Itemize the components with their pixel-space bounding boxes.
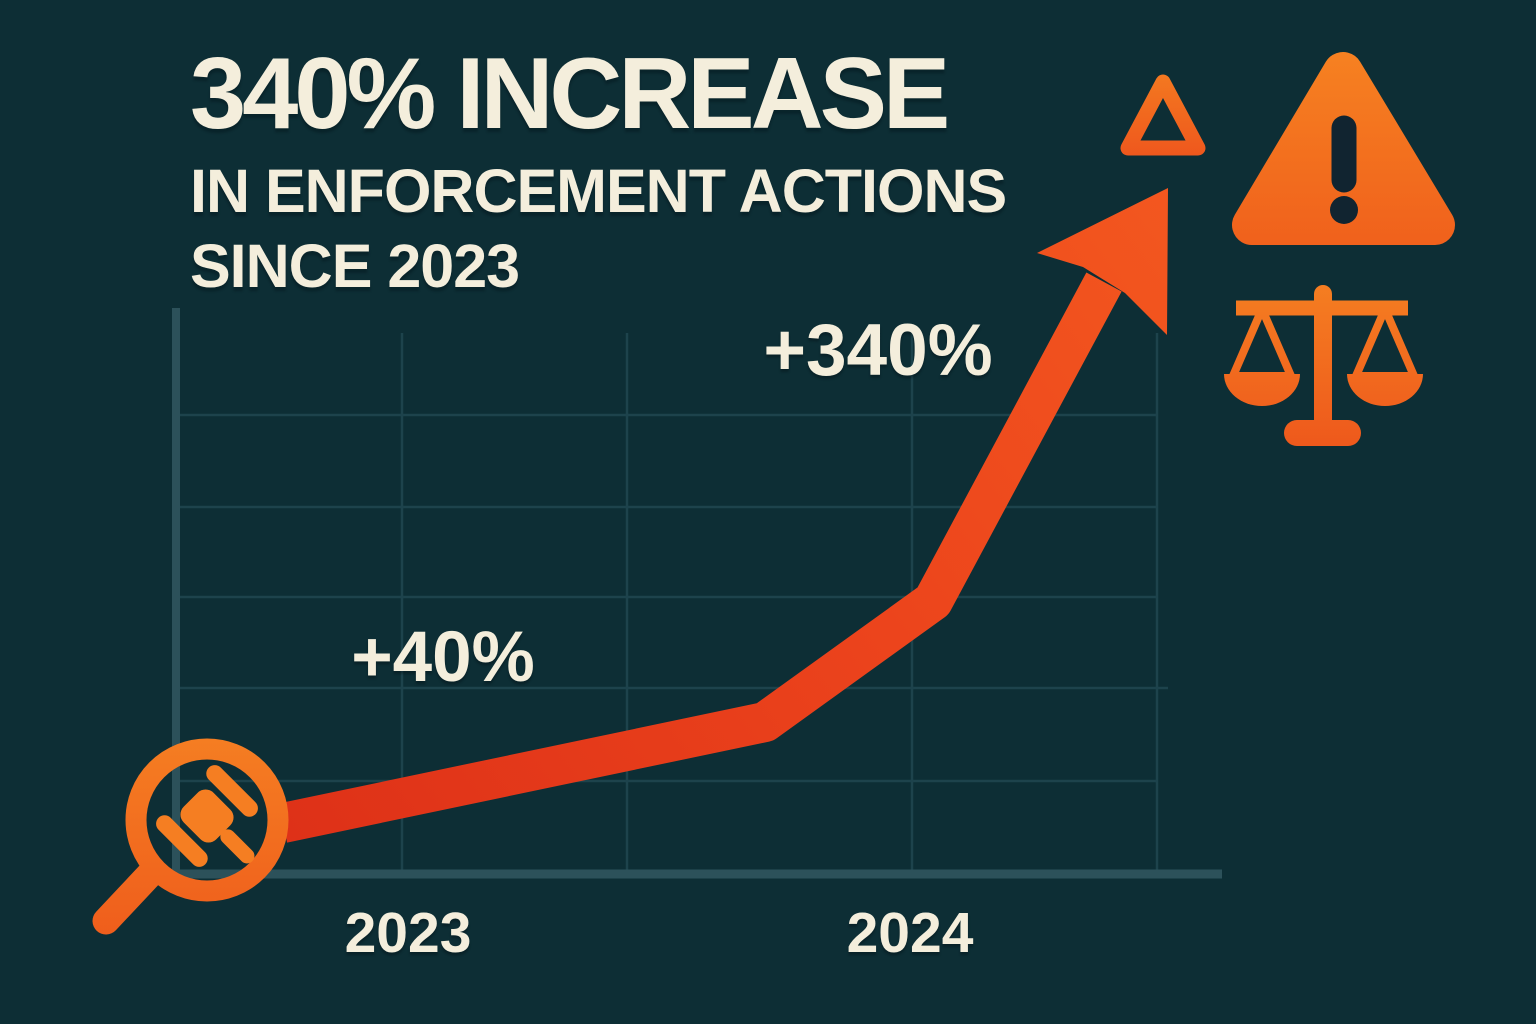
x-tick-2023: 2023 (344, 901, 472, 965)
headline-stat: 340% INCREASE (190, 38, 950, 150)
scales-left-pan-bowl (1224, 374, 1300, 406)
x-tick-2024: 2024 (846, 901, 974, 965)
chart-grid (178, 333, 1168, 874)
headline-line2: IN ENFORCEMENT ACTIONS (190, 157, 1007, 225)
magnifier-ring (125, 738, 289, 902)
magnifier-gavel-icon (92, 738, 289, 935)
magnifier-handle (92, 858, 166, 935)
headline-line3: SINCE 2023 (190, 232, 520, 300)
scales-right-pan-bowl (1347, 374, 1423, 406)
annotation-plus-40: +40% (351, 618, 535, 697)
trend-arrow-icon (278, 188, 1168, 843)
exclamation-icon (1330, 115, 1358, 224)
scales-right-pan-frame (1352, 305, 1418, 380)
gavel-icon (156, 765, 258, 867)
scales-of-justice-icon (1224, 285, 1423, 446)
headline: 340% INCREASE IN ENFORCEMENT ACTIONS SIN… (190, 38, 1007, 300)
warning-triangle-icon (1232, 52, 1455, 245)
warning-triangle-outline-icon (1120, 74, 1206, 156)
scales-left-pan-frame (1229, 305, 1295, 380)
chart-axes (172, 308, 1222, 879)
annotation-plus-340: +340% (763, 310, 993, 391)
